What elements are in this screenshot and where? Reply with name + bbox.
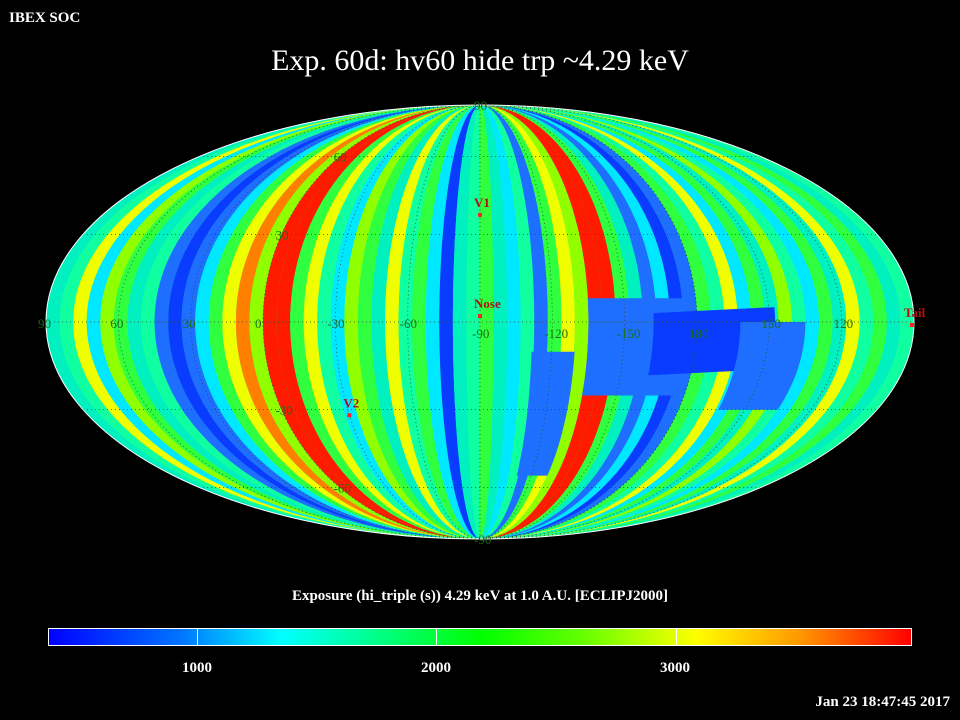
colorbar: [48, 628, 912, 646]
lat-label: 60: [334, 150, 347, 165]
marker-label: Tail: [904, 305, 926, 320]
marker-dot: [478, 314, 482, 319]
exposure-strip: [480, 105, 521, 539]
lon-label: 30: [183, 316, 196, 331]
lon-label: -150: [617, 326, 641, 341]
colorbar-tick-label: 2000: [421, 660, 451, 676]
exposure-strip: [385, 105, 480, 539]
graticule: [46, 105, 914, 539]
marker-dot: [910, 322, 914, 327]
lon-label: 0: [255, 316, 262, 331]
meridian-line: [190, 105, 481, 539]
marker-label: V1: [474, 195, 490, 210]
page-title: Exp. 60d: hv60 hide trp ~4.29 keV: [271, 44, 689, 77]
lon-label: 150: [761, 316, 781, 331]
lat-label: -60: [334, 480, 351, 495]
org-label: IBEX SOC: [9, 10, 81, 26]
exposure-strip: [452, 105, 480, 539]
exposure-strip: [466, 105, 480, 539]
colorbar-title: Exposure (hi_triple (s)) 4.29 keV at 1.0…: [291, 588, 669, 604]
lon-label: 180: [689, 326, 709, 341]
mollweide-exposure-map: 60 30 0 -30 -60 -90 -120 -150 180 150 120 90 90 60 30 -…: [38, 98, 926, 547]
marker-dot: [478, 212, 482, 217]
marker-label: Nose: [474, 296, 501, 311]
exposure-strip: [480, 105, 508, 539]
colorbar-tick: [676, 629, 677, 645]
timestamp: Jan 23 18:47:45 2017: [815, 694, 950, 710]
lon-label: -120: [544, 326, 568, 341]
exposure-blocks: [516, 298, 806, 476]
lat-label: 30: [275, 227, 288, 242]
graticule-labels: 60 30 0 -30 -60 -90 -120 -150 180 150 120 90 90 60 30 -…: [38, 98, 853, 547]
exposure-strip: [412, 105, 480, 539]
lat-label: -30: [275, 403, 292, 418]
exposure-strip: [425, 105, 480, 539]
lon-label: -90: [472, 326, 489, 341]
exposure-block: [516, 351, 575, 476]
exposure-strip: [398, 105, 480, 539]
lon-label: -30: [327, 316, 344, 331]
lon-label: -60: [400, 316, 417, 331]
map-markers: V1 Nose V2 Tail: [343, 195, 926, 418]
exposure-strip: [480, 105, 535, 539]
colorbar-tick-label: 3000: [660, 660, 690, 676]
lon-label: 90: [38, 316, 51, 331]
colorbar-tick: [436, 629, 437, 645]
map-border: [45, 104, 915, 540]
marker-dot: [347, 413, 352, 418]
lat-label: 90: [474, 98, 487, 113]
lat-label: -90: [474, 532, 491, 547]
exposure-block: [718, 322, 806, 410]
lon-label: 60: [110, 316, 123, 331]
meridian-line: [479, 105, 698, 539]
lon-label: 120: [834, 316, 854, 331]
marker-label: V2: [343, 395, 359, 410]
colorbar-tick-label: 1000: [182, 660, 212, 676]
colorbar-tick: [197, 629, 198, 645]
exposure-strip: [439, 105, 480, 539]
